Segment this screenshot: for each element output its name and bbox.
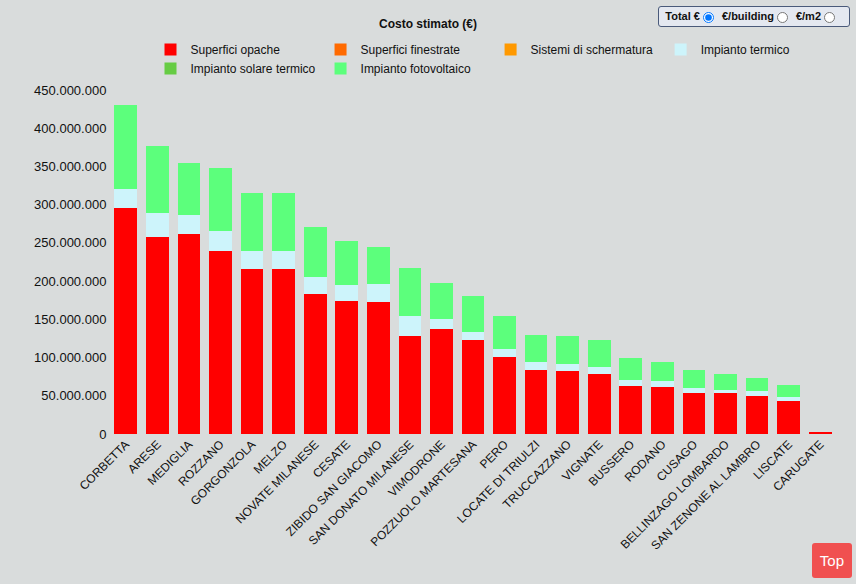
svg-text:NOVATE MILANESE: NOVATE MILANESE xyxy=(233,437,322,526)
html-text:€/m2: €/m2 xyxy=(795,10,821,22)
svg-text:SAN ZENONE AL LAMBRO: SAN ZENONE AL LAMBRO xyxy=(648,437,763,552)
svg-text:Impianto fotovoltaico: Impianto fotovoltaico xyxy=(361,62,471,76)
svg-text:GORGONZOLA: GORGONZOLA xyxy=(188,437,259,508)
svg-text:VIMODRONE: VIMODRONE xyxy=(386,437,448,499)
svg-text:CESATE: CESATE xyxy=(310,437,353,480)
svg-text:150.000.000: 150.000.000 xyxy=(34,312,106,327)
svg-text:Sistemi di schermatura: Sistemi di schermatura xyxy=(531,43,653,57)
svg-text:50.000.000: 50.000.000 xyxy=(41,388,106,403)
html-text:Top: Top xyxy=(819,552,844,569)
svg-text:SAN DONATO MILANESE: SAN DONATO MILANESE xyxy=(306,437,416,547)
html-text:€/building: €/building xyxy=(722,10,774,22)
svg-text:BUSSERO: BUSSERO xyxy=(586,437,637,488)
svg-text:LISCATE: LISCATE xyxy=(750,437,795,482)
svg-text:BELLINZAGO LOMBARDO: BELLINZAGO LOMBARDO xyxy=(618,437,732,551)
svg-text:Superfici finestrate: Superfici finestrate xyxy=(361,43,461,57)
svg-text:Superfici opache: Superfici opache xyxy=(191,43,281,57)
svg-text:450.000.000: 450.000.000 xyxy=(34,83,106,98)
svg-text:TRUCCAZZANO: TRUCCAZZANO xyxy=(500,437,574,511)
svg-text:ARESE: ARESE xyxy=(125,437,164,476)
svg-text:VIGNATE: VIGNATE xyxy=(559,437,606,484)
svg-text:POZZUOLO MARTESANA: POZZUOLO MARTESANA xyxy=(368,437,480,549)
svg-text:Impianto solare termico: Impianto solare termico xyxy=(191,62,316,76)
svg-text:ROZZANO: ROZZANO xyxy=(175,437,226,488)
svg-text:CARUGATE: CARUGATE xyxy=(770,437,826,493)
svg-text:CORBETTA: CORBETTA xyxy=(77,437,132,492)
svg-text:0: 0 xyxy=(99,427,106,442)
svg-text:CUSAGO: CUSAGO xyxy=(654,437,701,484)
svg-text:200.000.000: 200.000.000 xyxy=(34,274,106,289)
html-text:Total €: Total € xyxy=(665,10,700,22)
svg-text:350.000.000: 350.000.000 xyxy=(34,159,106,174)
svg-text:250.000.000: 250.000.000 xyxy=(34,235,106,250)
svg-text:MEDIGLIA: MEDIGLIA xyxy=(145,437,195,487)
svg-text:PERO: PERO xyxy=(477,437,511,471)
svg-text:Impianto termico: Impianto termico xyxy=(701,43,790,57)
svg-text:100.000.000: 100.000.000 xyxy=(34,350,106,365)
svg-text:ZIBIDO SAN GIACOMO: ZIBIDO SAN GIACOMO xyxy=(283,437,384,538)
svg-text:RODANO: RODANO xyxy=(622,437,669,484)
svg-text:Costo stimato (€): Costo stimato (€) xyxy=(379,17,477,31)
svg-text:300.000.000: 300.000.000 xyxy=(34,197,106,212)
svg-text:MELZO: MELZO xyxy=(251,437,290,476)
svg-text:400.000.000: 400.000.000 xyxy=(34,121,106,136)
svg-text:LOCATE DI TRIULZI: LOCATE DI TRIULZI xyxy=(454,437,542,525)
